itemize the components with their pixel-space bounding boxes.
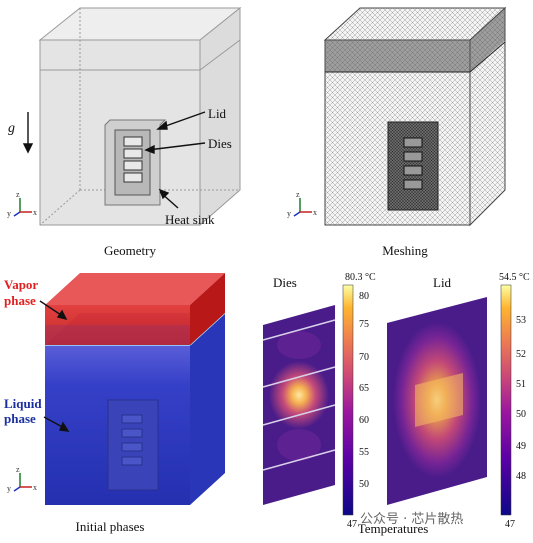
axis-z-label: z [296,190,300,199]
geometry-figure: z x y g Lid Dies Heat sink [7,6,242,227]
dies-tick: 75 [359,319,369,330]
axis-z-label: z [16,465,20,474]
lid-tick: 51 [516,379,526,390]
dies-label: Dies [208,136,232,151]
lid-tick: 52 [516,349,526,360]
meshing-caption: Meshing [382,243,428,258]
geometry-panel: z x y g Lid Dies Heat sink Geometry [0,0,260,258]
dies-tick: 50 [359,479,369,490]
initial-phases-panel: Vapor phase Liquid phase z x y Initial p… [0,265,260,538]
geometry-caption: Geometry [104,243,156,258]
axis-y-label: y [7,209,11,218]
meshing-panel: z x y Meshing [280,0,533,258]
axis-x-label: x [33,208,37,217]
lid-title: Lid [433,275,452,290]
lid-tick: 53 [516,315,526,326]
dies-tick: 65 [359,383,369,394]
initial-phases-caption: Initial phases [75,519,145,534]
dies-tick: 80 [359,291,369,302]
gravity-label: g [8,121,15,136]
lid-tick: 50 [516,409,526,420]
dies-tick: 60 [359,415,369,426]
dies-tick: 70 [359,352,369,363]
dies-title: Dies [273,275,297,290]
dies-min-label: 47 [347,519,357,530]
liquid-label-line1: Liquid [4,396,42,411]
vapor-label-line1: Vapor [4,277,38,292]
watermark-text: 公众号 · 芯片散热 [360,512,464,527]
meshing-figure: z x y [287,6,507,227]
axis-y-label: y [7,484,11,493]
initial-phases-figure: Vapor phase Liquid phase z x y [4,273,226,505]
vapor-label-line2: phase [4,293,36,308]
lid-max-label: 54.5 °C [499,272,530,283]
temperatures-caption: Temperatures [357,521,429,536]
lid-tick: 48 [516,471,526,482]
liquid-label-line2: phase [4,411,36,426]
temperatures-panel: Dies 80.3 °C 80 75 70 65 60 55 50 47 Lid [255,265,533,538]
lid-min-label: 47 [505,519,515,530]
dies-max-label: 80.3 °C [345,272,376,283]
lid-tick: 49 [516,441,526,452]
axis-z-label: z [16,190,20,199]
temperatures-figure: Dies 80.3 °C 80 75 70 65 60 55 50 47 Lid [262,272,530,530]
axis-x-label: x [313,208,317,217]
heat-sink-label: Heat sink [165,212,215,227]
axis-y-label: y [287,209,291,218]
axis-x-label: x [33,483,37,492]
lid-label: Lid [208,106,227,121]
dies-tick: 55 [359,447,369,458]
